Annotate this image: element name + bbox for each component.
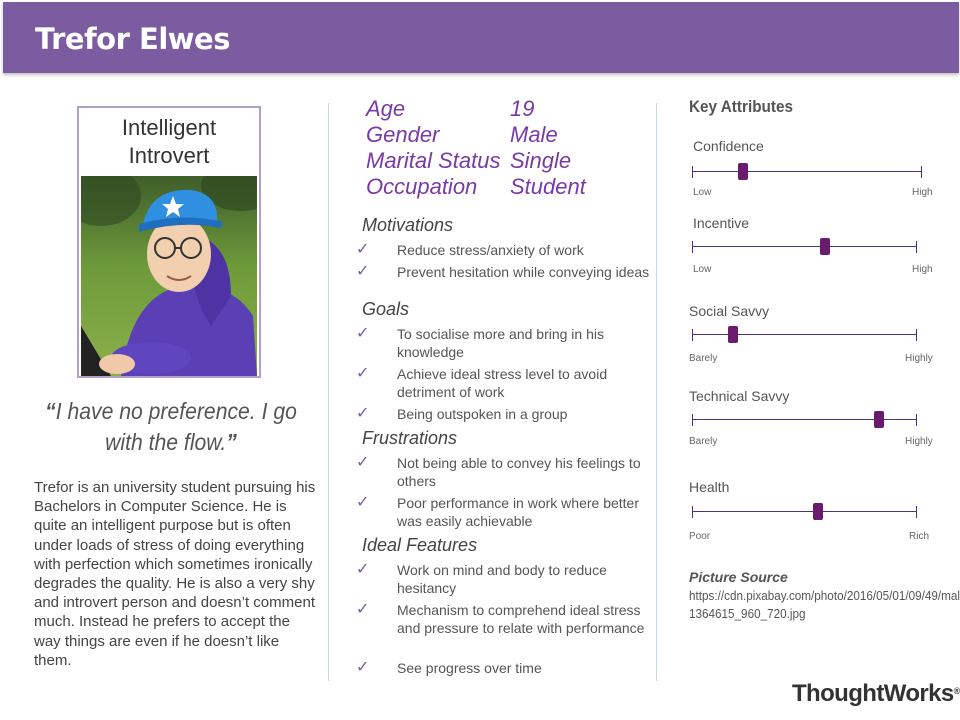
- scale-marker: [728, 326, 738, 343]
- scale-low-label: Barely: [689, 436, 718, 447]
- scale-cap-high: [916, 506, 917, 518]
- persona-quote: “I have no preference. I go with the flo…: [41, 396, 300, 458]
- scale-cap-high: [916, 241, 917, 253]
- scale-cap-high: [916, 414, 917, 426]
- check-icon: ✓: [356, 659, 370, 676]
- persona-name: Trefor Elwes: [35, 22, 230, 56]
- scale-track: [692, 419, 917, 420]
- scale-cap-low: [692, 329, 693, 341]
- persona-type-line1: Intelligent: [121, 115, 217, 140]
- demographic-label: Occupation: [366, 174, 478, 199]
- column-divider-right: [656, 103, 657, 681]
- check-icon: ✓: [356, 365, 370, 382]
- attribute-label-technical-savvy: Technical Savvy: [689, 388, 790, 404]
- registered-mark: ®: [953, 686, 960, 696]
- scale-marker: [813, 503, 823, 520]
- goal-text: To socialise more and bring in his knowl…: [397, 326, 604, 360]
- scale-marker: [738, 163, 748, 180]
- scale-high-label: High: [912, 187, 933, 198]
- scale-track: [692, 334, 917, 335]
- demographic-value: Single: [510, 148, 572, 173]
- scale-low-label: Low: [693, 187, 712, 198]
- scale-track: [692, 511, 917, 512]
- frustrations-title: Frustrations: [362, 428, 458, 448]
- demographic-label: Age: [366, 96, 406, 121]
- quote-open-mark: “: [45, 398, 56, 424]
- scale-high-label: Highly: [905, 353, 933, 364]
- ideal-features-title: Ideal Features: [362, 535, 478, 555]
- goal-text: Achieve ideal stress level to avoid detr…: [397, 366, 608, 400]
- scale-low-label: Poor: [689, 531, 711, 542]
- quote-close-mark: ”: [226, 429, 237, 455]
- scale-track: [692, 246, 917, 247]
- check-icon: ✓: [356, 263, 370, 280]
- frustration-text: Not being able to convey his feelings to…: [397, 455, 641, 489]
- attribute-scale-health: [692, 503, 917, 520]
- demographic-value: Student: [510, 174, 586, 199]
- demographic-label: Gender: [366, 122, 440, 147]
- column-divider-left: [328, 103, 329, 681]
- scale-high-label: High: [912, 264, 933, 275]
- persona-type: Intelligent Introvert: [79, 114, 259, 170]
- ideal-feature-text: Work on mind and body to reduce hesitanc…: [397, 562, 607, 596]
- motivations-title: Motivations: [362, 215, 454, 235]
- picture-source-link[interactable]: https://cdn.pixabay.com/photo/2016/05/01…: [689, 588, 960, 621]
- scale-low-label: Barely: [689, 353, 718, 364]
- scale-cap-low: [692, 166, 693, 178]
- frustration-text: Poor performance in work where better wa…: [397, 495, 639, 529]
- attribute-scale-confidence: [692, 163, 922, 180]
- scale-cap-low: [692, 414, 693, 426]
- key-attributes-title: Key Attributes: [689, 97, 794, 116]
- check-icon: ✓: [356, 454, 370, 471]
- check-icon: ✓: [356, 601, 370, 618]
- demographic-label: Marital Status: [366, 148, 501, 173]
- persona-type-line2: Introvert: [128, 143, 210, 168]
- quote-text: I have no preference. I go with the flow…: [55, 398, 297, 455]
- header-banner: Trefor Elwes: [3, 2, 959, 73]
- attribute-scale-incentive: [692, 238, 917, 255]
- thoughtworks-logo: ThoughtWorks®: [792, 680, 960, 708]
- ideal-feature-text: See progress over time: [397, 660, 542, 676]
- check-icon: ✓: [356, 494, 370, 511]
- demographic-value: Male: [510, 122, 558, 147]
- scale-high-label: Rich: [909, 531, 930, 542]
- persona-card: Intelligent Introvert: [77, 106, 261, 378]
- attribute-scale-social-savvy: [692, 326, 917, 343]
- check-icon: ✓: [356, 325, 370, 342]
- picture-source-title: Picture Source: [689, 569, 788, 585]
- ideal-feature-text: Mechanism to comprehend ideal stress and…: [397, 602, 645, 636]
- scale-cap-high: [916, 329, 917, 341]
- goals-title: Goals: [362, 299, 410, 319]
- demographic-value: 19: [510, 96, 535, 121]
- motivation-text: Prevent hesitation while conveying ideas: [397, 264, 650, 280]
- attribute-label-incentive: Incentive: [693, 215, 750, 231]
- attribute-scale-technical-savvy: [692, 411, 917, 428]
- attribute-label-health: Health: [689, 479, 730, 495]
- scale-high-label: Highly: [905, 436, 933, 447]
- scale-marker: [820, 238, 830, 255]
- attribute-label-social-savvy: Social Savvy: [689, 303, 770, 319]
- logo-text: ThoughtWorks: [792, 680, 954, 707]
- scale-cap-low: [692, 506, 693, 518]
- check-icon: ✓: [356, 241, 370, 258]
- attribute-label-confidence: Confidence: [693, 138, 764, 154]
- scale-cap-low: [692, 241, 693, 253]
- goal-text: Being outspoken in a group: [397, 406, 568, 422]
- persona-photo: [81, 176, 257, 376]
- check-icon: ✓: [356, 405, 370, 422]
- scale-track: [692, 171, 922, 172]
- scale-cap-high: [921, 166, 922, 178]
- check-icon: ✓: [356, 561, 370, 578]
- scale-low-label: Low: [693, 264, 712, 275]
- scale-marker: [874, 411, 884, 428]
- persona-bio: Trefor is an university student pursuing…: [34, 479, 316, 669]
- motivation-text: Reduce stress/anxiety of work: [397, 242, 584, 258]
